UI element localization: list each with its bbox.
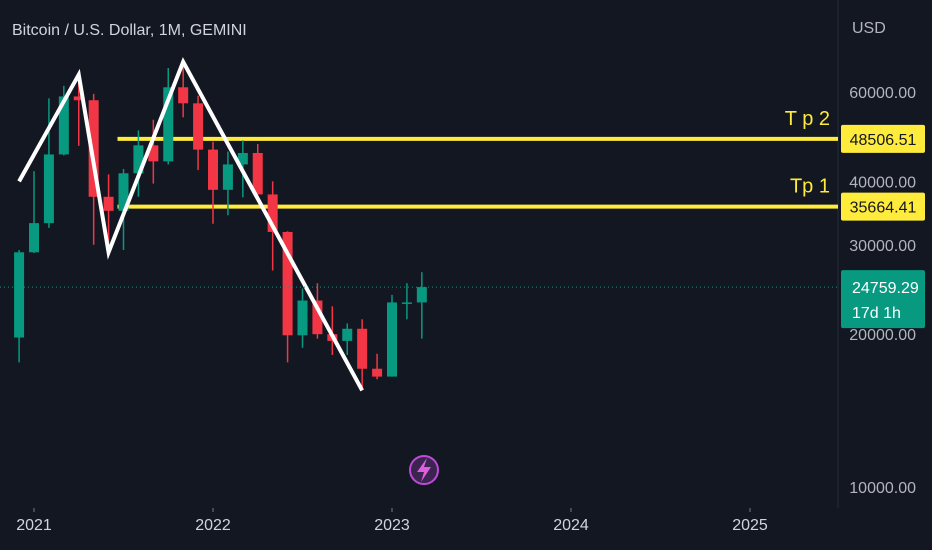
currency-label: USD: [852, 20, 886, 37]
candle[interactable]: [342, 323, 353, 355]
candle-body: [103, 196, 114, 211]
candle-body: [208, 149, 218, 190]
candle-body: [73, 96, 84, 101]
current-price-text: 24759.29: [852, 280, 919, 297]
candle[interactable]: [29, 171, 39, 254]
candle[interactable]: [401, 283, 412, 320]
candle-body: [88, 100, 99, 197]
candle-body: [267, 194, 278, 232]
y-tick-label: 10000.00: [849, 480, 916, 497]
target-level-label: Tp 1: [790, 176, 830, 198]
candle-body: [222, 164, 233, 190]
x-tick-label: 2022: [195, 517, 231, 534]
candle-body: [148, 145, 159, 162]
y-tick-label: 60000.00: [849, 85, 916, 102]
current-price-badge: 24759.29 17d 1h: [841, 270, 925, 329]
x-tick-label: 2025: [732, 517, 768, 534]
chart-title: Bitcoin / U.S. Dollar, 1M, GEMINI: [12, 22, 247, 39]
candle-body: [342, 328, 353, 341]
candle-body: [401, 302, 412, 304]
x-tick-label: 2021: [16, 517, 52, 534]
candle-body: [29, 223, 39, 253]
candle-body: [372, 368, 383, 377]
candle[interactable]: [252, 143, 263, 195]
candle-body: [282, 231, 293, 336]
candle-body: [193, 103, 204, 150]
candle-body: [163, 87, 174, 162]
candle[interactable]: [14, 250, 25, 363]
candle[interactable]: [148, 119, 159, 184]
candle-body: [416, 287, 427, 303]
candle[interactable]: [163, 68, 174, 165]
candle-body: [58, 96, 69, 155]
candle-body: [118, 173, 129, 211]
candle[interactable]: [178, 61, 189, 118]
target-level-label: T p 2: [785, 108, 830, 130]
candle-body: [133, 145, 144, 174]
candle[interactable]: [133, 130, 144, 197]
zigzag-pattern-line[interactable]: [17, 57, 364, 392]
x-tick-label: 2024: [553, 517, 589, 534]
candle-body: [14, 252, 25, 338]
y-tick-label: 30000.00: [849, 238, 916, 255]
candle[interactable]: [387, 294, 397, 377]
candle[interactable]: [297, 288, 308, 348]
candle-body: [252, 152, 263, 195]
lightning-icon[interactable]: [409, 455, 439, 485]
y-tick-label: 40000.00: [849, 174, 916, 191]
candle-body: [387, 302, 397, 377]
y-tick-label: 20000.00: [849, 327, 916, 344]
level-price-text: 35664.41: [850, 200, 917, 217]
candle-body: [297, 300, 308, 336]
candle[interactable]: [193, 95, 204, 171]
candle[interactable]: [222, 151, 233, 216]
x-tick-label: 2023: [374, 517, 410, 534]
candle[interactable]: [372, 353, 383, 380]
level-price-text: 48506.51: [850, 132, 917, 149]
candle-countdown-text: 17d 1h: [852, 305, 901, 322]
candle[interactable]: [208, 141, 218, 224]
candle[interactable]: [416, 272, 427, 339]
level-price-badge: 48506.51: [841, 124, 925, 153]
candle-body: [237, 152, 248, 165]
candle-body: [357, 328, 368, 369]
candle-body: [312, 300, 323, 335]
candle-body: [43, 154, 54, 224]
candle[interactable]: [43, 98, 54, 228]
candle[interactable]: [357, 319, 368, 391]
candle-body: [178, 87, 189, 104]
level-price-badge: 35664.41: [841, 192, 925, 221]
